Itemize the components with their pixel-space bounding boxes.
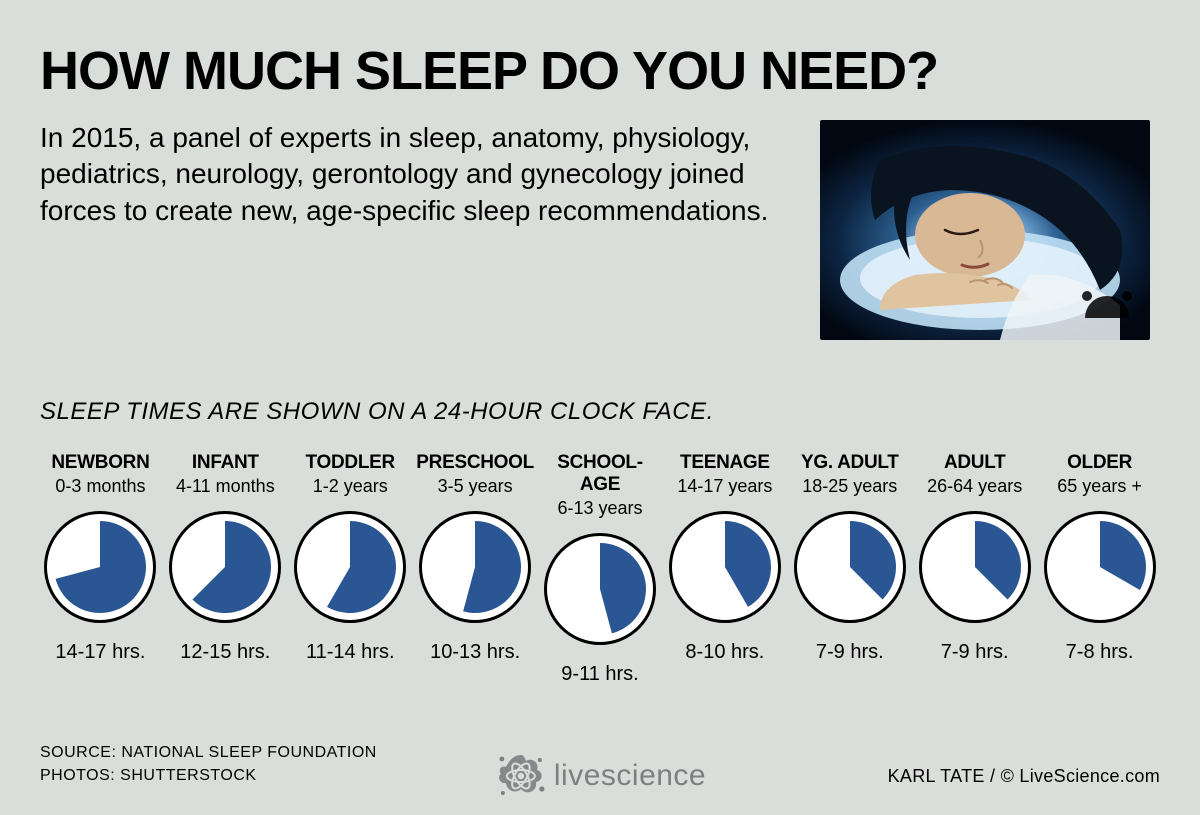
- clock-row: NEWBORN0-3 months 14-17 hrs. INFANT4-11 mo…: [40, 452, 1160, 686]
- hours-label: 7-9 hrs.: [941, 641, 1009, 664]
- clock-face-icon: [544, 533, 656, 645]
- brand-name: livescience: [554, 759, 706, 793]
- hours-label: 12-15 hrs.: [180, 641, 270, 664]
- hours-label: 14-17 hrs.: [55, 641, 145, 664]
- age-range: 0-3 months: [55, 476, 145, 497]
- clock-caption: SLEEP TIMES ARE SHOWN ON A 24-HOUR CLOCK…: [40, 398, 1160, 426]
- category-label: TEENAGE: [680, 452, 770, 474]
- hero-photo: [820, 120, 1150, 340]
- clock-card: TODDLER1-2 years 11-14 hrs.: [290, 452, 411, 686]
- age-range: 65 years +: [1057, 476, 1142, 497]
- clock-card: YG. ADULT18-25 years 7-9 hrs.: [789, 452, 910, 686]
- age-range: 4-11 months: [176, 476, 275, 497]
- source-line: SOURCE: NATIONAL SLEEP FOUNDATION: [40, 742, 377, 764]
- age-range: 6-13 years: [557, 498, 642, 519]
- clock-face-icon: [919, 511, 1031, 623]
- age-range: 14-17 years: [677, 476, 772, 497]
- clock-card: ADULT26-64 years 7-9 hrs.: [914, 452, 1035, 686]
- category-label: OLDER: [1067, 452, 1132, 474]
- clock-card: NEWBORN0-3 months 14-17 hrs.: [40, 452, 161, 686]
- credit-line: KARL TATE / © LiveScience.com: [888, 766, 1160, 787]
- hours-label: 8-10 hrs.: [685, 641, 764, 664]
- age-range: 1-2 years: [313, 476, 388, 497]
- sources-block: SOURCE: NATIONAL SLEEP FOUNDATION PHOTOS…: [40, 742, 377, 787]
- clock-card: TEENAGE14-17 years 8-10 hrs.: [664, 452, 785, 686]
- sleeping-person-icon: [820, 120, 1150, 340]
- clock-face-icon: [169, 511, 281, 623]
- page-title: HOW MUCH SLEEP DO YOU NEED?: [40, 40, 1160, 102]
- clock-face-icon: [794, 511, 906, 623]
- category-label: PRESCHOOL: [416, 452, 534, 474]
- hours-label: 7-9 hrs.: [816, 641, 884, 664]
- intro-row: In 2015, a panel of experts in sleep, an…: [40, 120, 1160, 340]
- hours-label: 11-14 hrs.: [306, 641, 395, 664]
- clock-card: SCHOOL-AGE6-13 years 9-11 hrs.: [540, 452, 661, 686]
- category-label: ADULT: [944, 452, 1005, 474]
- clock-face-icon: [1044, 511, 1156, 623]
- brand-logo: livescience: [494, 749, 706, 803]
- infographic-page: HOW MUCH SLEEP DO YOU NEED? In 2015, a p…: [0, 0, 1200, 815]
- photos-line: PHOTOS: SHUTTERSTOCK: [40, 765, 377, 787]
- hours-label: 7-8 hrs.: [1066, 641, 1134, 664]
- hours-label: 10-13 hrs.: [430, 641, 520, 664]
- age-range: 18-25 years: [802, 476, 897, 497]
- category-label: YG. ADULT: [801, 452, 899, 474]
- category-label: TODDLER: [306, 452, 395, 474]
- category-label: SCHOOL-AGE: [540, 452, 661, 496]
- intro-text: In 2015, a panel of experts in sleep, an…: [40, 120, 790, 229]
- clock-card: OLDER65 years + 7-8 hrs.: [1039, 452, 1160, 686]
- clock-face-icon: [669, 511, 781, 623]
- clock-face-icon: [419, 511, 531, 623]
- clock-face-icon: [294, 511, 406, 623]
- clock-card: INFANT4-11 months 12-15 hrs.: [165, 452, 286, 686]
- category-label: NEWBORN: [51, 452, 149, 474]
- age-range: 26-64 years: [927, 476, 1022, 497]
- hours-label: 9-11 hrs.: [561, 663, 638, 686]
- clock-face-icon: [44, 511, 156, 623]
- category-label: INFANT: [192, 452, 259, 474]
- atom-splat-icon: [494, 749, 548, 803]
- clock-card: PRESCHOOL3-5 years 10-13 hrs.: [415, 452, 536, 686]
- age-range: 3-5 years: [438, 476, 513, 497]
